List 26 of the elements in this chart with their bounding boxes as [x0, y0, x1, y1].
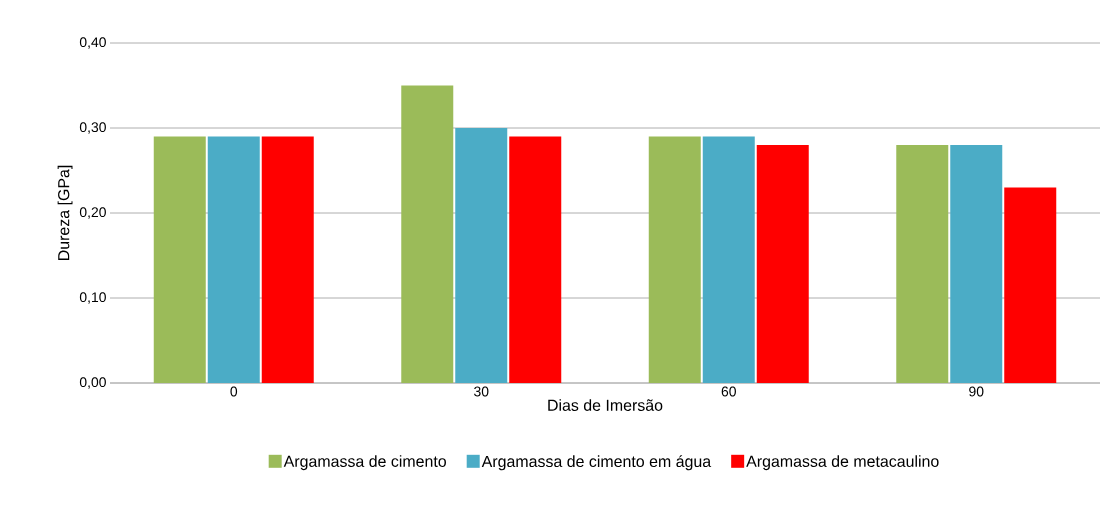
bar	[950, 145, 1003, 383]
x-tick-label: 60	[721, 386, 736, 397]
bar	[207, 136, 260, 383]
y-tick-label: 0,10	[79, 292, 106, 304]
legend-label: Argamassa de metacaulino	[746, 455, 939, 471]
bar	[648, 136, 701, 383]
y-tick-label: 0,40	[79, 37, 106, 49]
y-tick-label: 0,00	[79, 377, 106, 389]
x-tick-label: 30	[474, 386, 489, 397]
x-tick-label: 0	[230, 386, 238, 397]
y-tick-label: 0,20	[79, 207, 106, 219]
bar	[261, 136, 314, 383]
y-axis-title: Dureza [GPa]	[57, 165, 73, 260]
bar	[896, 145, 949, 383]
bar	[153, 136, 206, 383]
bar	[756, 145, 809, 383]
bar	[509, 136, 562, 383]
bar	[401, 85, 454, 383]
x-tick-label: 90	[969, 386, 984, 397]
y-tick-label: 0,30	[79, 122, 106, 134]
bar	[702, 136, 755, 383]
x-axis-title: Dias de Imersão	[548, 399, 663, 411]
legend-label: Argamassa de cimento em água	[481, 455, 712, 471]
bar	[455, 128, 508, 383]
legend-label: Argamassa de cimento	[283, 455, 446, 471]
bar	[1004, 187, 1057, 383]
